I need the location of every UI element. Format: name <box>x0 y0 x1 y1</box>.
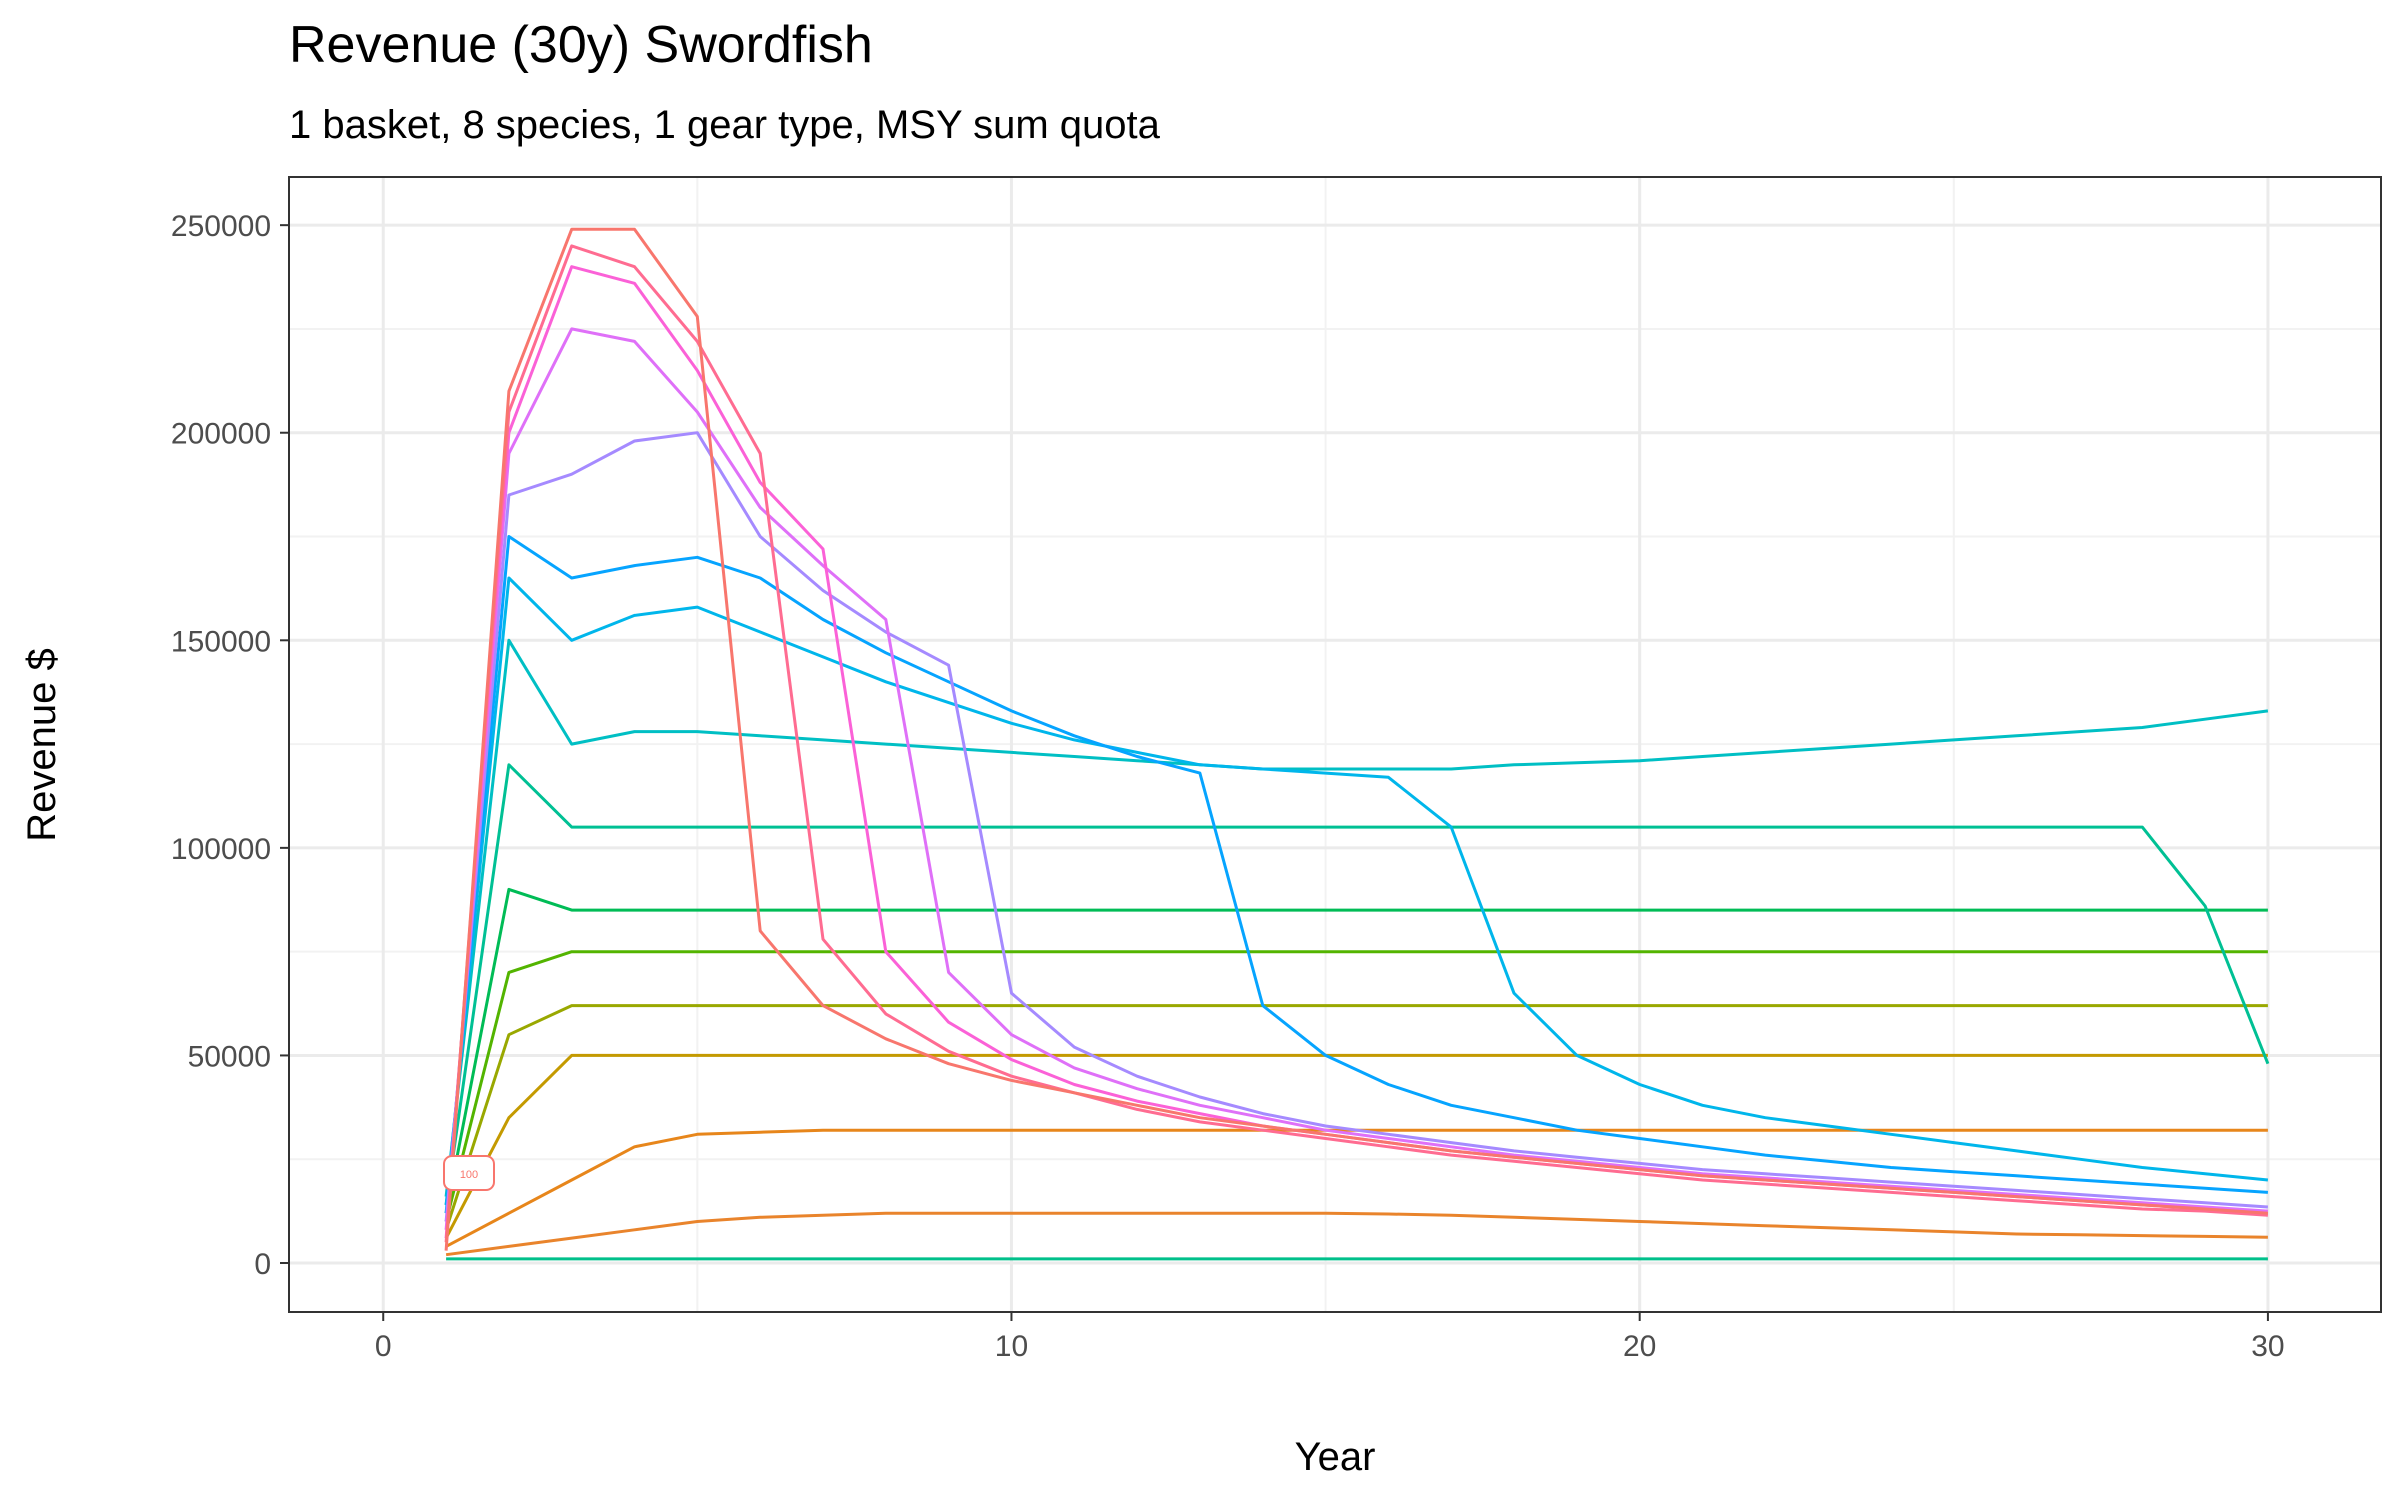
series-line <box>444 1053 2268 1239</box>
chart-subtitle: 1 basket, 8 species, 1 gear type, MSY su… <box>289 103 1161 147</box>
series-line <box>444 1004 2268 1231</box>
y-tick-label: 50000 <box>188 1040 271 1073</box>
x-tick-label: 30 <box>2251 1330 2284 1363</box>
series-line <box>444 265 2269 1239</box>
x-tick-label: 0 <box>375 1330 392 1363</box>
series-line <box>444 950 2268 1222</box>
x-tick-label: 20 <box>1623 1330 1656 1363</box>
series-line <box>444 638 2269 1197</box>
x-axis-title: Year <box>1295 1435 1376 1479</box>
lines <box>444 227 2270 1261</box>
y-tick-label: 100000 <box>171 833 271 866</box>
y-axis-title: Revenue $ <box>20 648 64 841</box>
y-tick-label: 250000 <box>171 210 271 243</box>
series-line <box>444 327 2268 1230</box>
chart-title: Revenue (30y) Swordfish <box>289 16 873 74</box>
annotation-frame <box>443 1155 495 1191</box>
grid <box>289 177 2381 1312</box>
series-line <box>444 227 2269 1251</box>
series-line <box>444 244 2269 1243</box>
annotation-box: 100 <box>443 1155 495 1191</box>
y-tick-label: 0 <box>254 1248 271 1281</box>
series-line <box>444 576 2269 1206</box>
series-line <box>444 431 2269 1222</box>
x-tick-label: 10 <box>995 1330 1028 1363</box>
series-line <box>444 887 2268 1214</box>
series-line <box>445 1211 2268 1257</box>
annotation-text: 100 <box>460 1169 478 1181</box>
series-line <box>444 535 2268 1214</box>
y-tick-label: 200000 <box>171 418 271 451</box>
y-tick-label: 150000 <box>171 625 271 658</box>
panel-border <box>288 176 2382 1313</box>
axes: 0 50000 100000 150000 200000 250000 0 10 20 30 <box>171 210 2285 1363</box>
